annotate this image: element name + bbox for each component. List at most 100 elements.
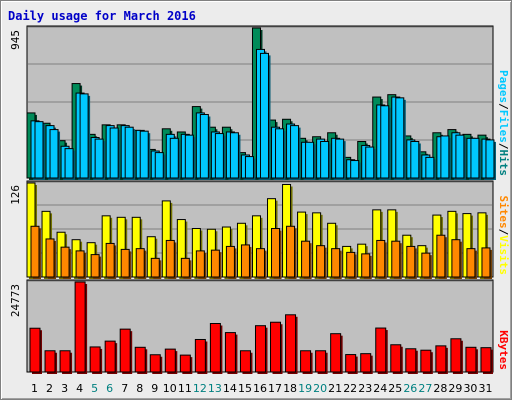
x-tick-day-22: 22	[343, 382, 357, 395]
bar-kbytes-day-14	[224, 332, 238, 374]
bar-pages-day-30	[470, 137, 481, 180]
bar-pages-day-20	[320, 140, 331, 180]
x-tick-day-14: 14	[223, 382, 237, 395]
x-tick-day-20: 20	[313, 382, 327, 395]
bar-sites-day-22	[346, 251, 357, 279]
bar-kbytes-day-2	[44, 350, 58, 374]
bar-sites-day-6	[105, 242, 117, 279]
x-tick-day-15: 15	[238, 382, 252, 395]
x-tick-day-17: 17	[268, 382, 282, 395]
x-tick-day-10: 10	[163, 382, 177, 395]
bar-pages-day-11	[184, 134, 196, 180]
bar-sites-day-19	[301, 240, 312, 279]
bar-sites-day-9	[150, 257, 162, 279]
legend-item-pages: Pages	[497, 70, 510, 103]
bar-pages-day-3	[64, 148, 76, 180]
x-tick-day-28: 28	[433, 382, 447, 395]
x-tick-day-30: 30	[463, 382, 477, 395]
legend-visits: Sites/Visits	[497, 196, 510, 276]
x-tick-day-1: 1	[31, 382, 38, 395]
bar-pages-day-29	[455, 134, 466, 180]
x-tick-day-23: 23	[358, 382, 372, 395]
bar-kbytes-day-1	[29, 327, 42, 374]
bar-kbytes-day-15	[239, 350, 253, 374]
bar-pages-day-15	[244, 156, 256, 180]
bar-kbytes-day-26	[405, 348, 418, 374]
bar-kbytes-day-10	[164, 348, 178, 374]
bar-pages-day-27	[425, 156, 436, 180]
bar-sites-day-25	[391, 240, 402, 279]
bar-pages-day-12	[199, 114, 211, 180]
x-tick-day-12: 12	[193, 382, 207, 395]
x-tick-day-16: 16	[253, 382, 267, 395]
bar-sites-day-30	[466, 248, 477, 279]
bar-sites-day-1	[30, 225, 41, 279]
bar-sites-day-15	[240, 244, 252, 279]
bar-pages-day-10	[169, 137, 181, 180]
bar-pages-day-13	[214, 133, 226, 180]
x-tick-day-9: 9	[151, 382, 158, 395]
bar-kbytes-day-7	[119, 328, 133, 374]
bar-kbytes-day-22	[345, 354, 358, 374]
bar-sites-day-21	[331, 248, 342, 279]
bar-kbytes-day-12	[194, 338, 208, 374]
x-tick-day-29: 29	[448, 382, 462, 395]
bar-sites-day-17	[271, 228, 282, 279]
legend-item-visits: Visits	[497, 235, 510, 275]
bar-kbytes-day-13	[209, 322, 223, 374]
y-max-label-kbytes: 24773	[9, 284, 22, 317]
bar-pages-day-1	[34, 121, 45, 180]
bar-kbytes-day-29	[450, 338, 463, 374]
bar-kbytes-day-25	[390, 344, 403, 374]
bar-kbytes-day-6	[104, 340, 118, 374]
bar-kbytes-day-24	[375, 327, 388, 374]
x-tick-day-13: 13	[208, 382, 222, 395]
bar-sites-day-7	[120, 248, 132, 279]
bar-sites-day-27	[421, 252, 432, 279]
x-tick-day-26: 26	[403, 382, 417, 395]
bar-kbytes-day-19	[300, 350, 313, 374]
bar-kbytes-day-31	[480, 347, 493, 374]
bar-sites-day-14	[225, 245, 237, 279]
bar-kbytes-day-27	[420, 349, 433, 374]
bar-pages-day-26	[410, 140, 421, 180]
bar-sites-day-5	[90, 254, 102, 279]
x-tick-day-6: 6	[106, 382, 113, 395]
bar-pages-day-6	[109, 127, 121, 180]
bar-kbytes-day-28	[435, 345, 448, 374]
bar-kbytes-day-17	[270, 321, 283, 374]
bar-pages-day-23	[365, 146, 376, 180]
bar-kbytes-day-21	[330, 333, 343, 374]
x-tick-day-25: 25	[388, 382, 402, 395]
bar-kbytes-day-30	[465, 346, 478, 374]
y-max-label-visits: 126	[9, 185, 22, 205]
bar-pages-day-24	[380, 105, 391, 180]
bar-sites-day-8	[135, 248, 147, 279]
bar-sites-day-18	[286, 225, 297, 279]
x-tick-day-21: 21	[328, 382, 342, 395]
bar-kbytes-day-20	[315, 350, 328, 374]
bar-sites-day-16	[255, 248, 267, 279]
bar-pages-day-17	[275, 128, 286, 180]
bar-pages-day-7	[124, 126, 136, 180]
x-tick-day-18: 18	[283, 382, 297, 395]
bar-sites-day-11	[180, 257, 192, 279]
legend-item-kbytes: KBytes	[497, 330, 510, 370]
x-tick-day-4: 4	[76, 382, 83, 395]
x-tick-day-2: 2	[46, 382, 53, 395]
bar-pages-day-25	[395, 97, 406, 180]
x-tick-day-3: 3	[61, 382, 68, 395]
x-tick-day-27: 27	[418, 382, 432, 395]
bar-sites-day-2	[45, 238, 57, 279]
bar-pages-day-16	[259, 52, 271, 181]
y-max-label-pages: 945	[9, 30, 22, 50]
bar-pages-day-4	[79, 93, 91, 180]
bar-sites-day-20	[316, 245, 327, 279]
bar-pages-day-31	[485, 139, 496, 180]
bar-pages-day-22	[350, 160, 361, 180]
legend-pages: Pages/Files/Hits	[497, 70, 510, 176]
x-tick-day-7: 7	[121, 382, 128, 395]
bar-sites-day-23	[361, 253, 372, 279]
bar-sites-day-24	[376, 239, 387, 279]
